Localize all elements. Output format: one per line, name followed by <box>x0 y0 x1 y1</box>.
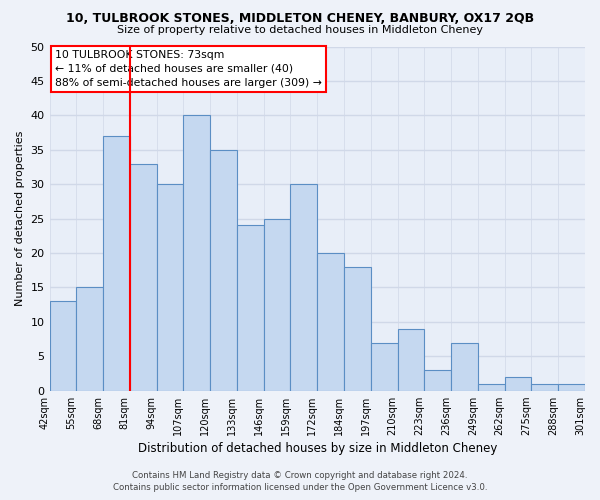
Bar <box>103 136 130 390</box>
Bar <box>424 370 451 390</box>
Bar <box>184 116 210 390</box>
Bar <box>264 218 290 390</box>
Bar <box>478 384 505 390</box>
Bar <box>398 328 424 390</box>
Bar <box>290 184 317 390</box>
Bar <box>210 150 237 390</box>
Bar <box>157 184 184 390</box>
Bar <box>50 301 76 390</box>
Bar <box>317 253 344 390</box>
Text: 10, TULBROOK STONES, MIDDLETON CHENEY, BANBURY, OX17 2QB: 10, TULBROOK STONES, MIDDLETON CHENEY, B… <box>66 12 534 26</box>
Bar <box>451 342 478 390</box>
Bar <box>505 377 532 390</box>
X-axis label: Distribution of detached houses by size in Middleton Cheney: Distribution of detached houses by size … <box>137 442 497 455</box>
Bar <box>237 226 264 390</box>
Bar <box>532 384 558 390</box>
Bar <box>371 342 398 390</box>
Bar <box>344 267 371 390</box>
Bar <box>130 164 157 390</box>
Text: 10 TULBROOK STONES: 73sqm
← 11% of detached houses are smaller (40)
88% of semi-: 10 TULBROOK STONES: 73sqm ← 11% of detac… <box>55 50 322 88</box>
Y-axis label: Number of detached properties: Number of detached properties <box>15 131 25 306</box>
Bar <box>76 288 103 391</box>
Bar <box>558 384 585 390</box>
Text: Contains HM Land Registry data © Crown copyright and database right 2024.
Contai: Contains HM Land Registry data © Crown c… <box>113 471 487 492</box>
Text: Size of property relative to detached houses in Middleton Cheney: Size of property relative to detached ho… <box>117 25 483 35</box>
